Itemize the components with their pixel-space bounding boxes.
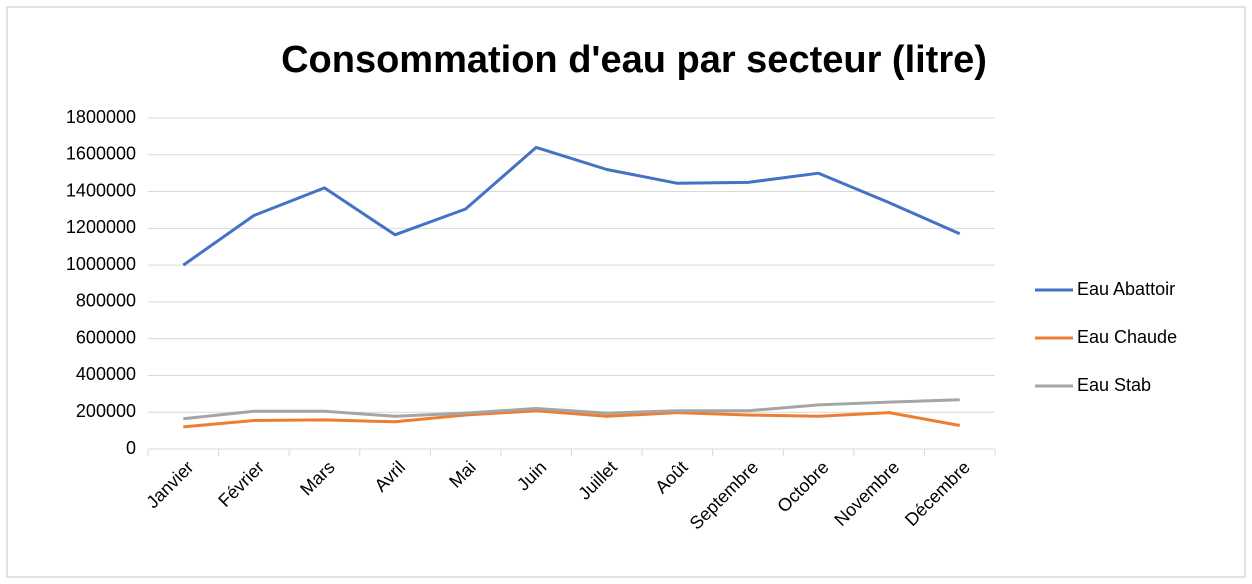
series-line (183, 398, 960, 421)
chart-title: Consommation d'eau par secteur (litre) (281, 39, 987, 81)
chart-border (6, 6, 1246, 578)
y-tick-label: 1800000 (66, 107, 136, 127)
series-line (183, 409, 960, 429)
y-tick-label: 600000 (76, 327, 136, 347)
legend-label: Eau Abattoir (1077, 279, 1175, 299)
y-tick-label: 1200000 (66, 217, 136, 237)
y-tick-label: 400000 (76, 364, 136, 384)
y-tick-label: 200000 (76, 401, 136, 421)
y-tick-label: 0 (126, 438, 136, 458)
series-line (182, 145, 961, 267)
y-tick-label: 1600000 (66, 144, 136, 164)
legend-label: Eau Chaude (1077, 327, 1177, 347)
y-tick-label: 1400000 (66, 180, 136, 200)
y-tick-label: 800000 (76, 291, 136, 311)
y-tick-label: 1000000 (66, 254, 136, 274)
legend-label: Eau Stab (1077, 375, 1151, 395)
